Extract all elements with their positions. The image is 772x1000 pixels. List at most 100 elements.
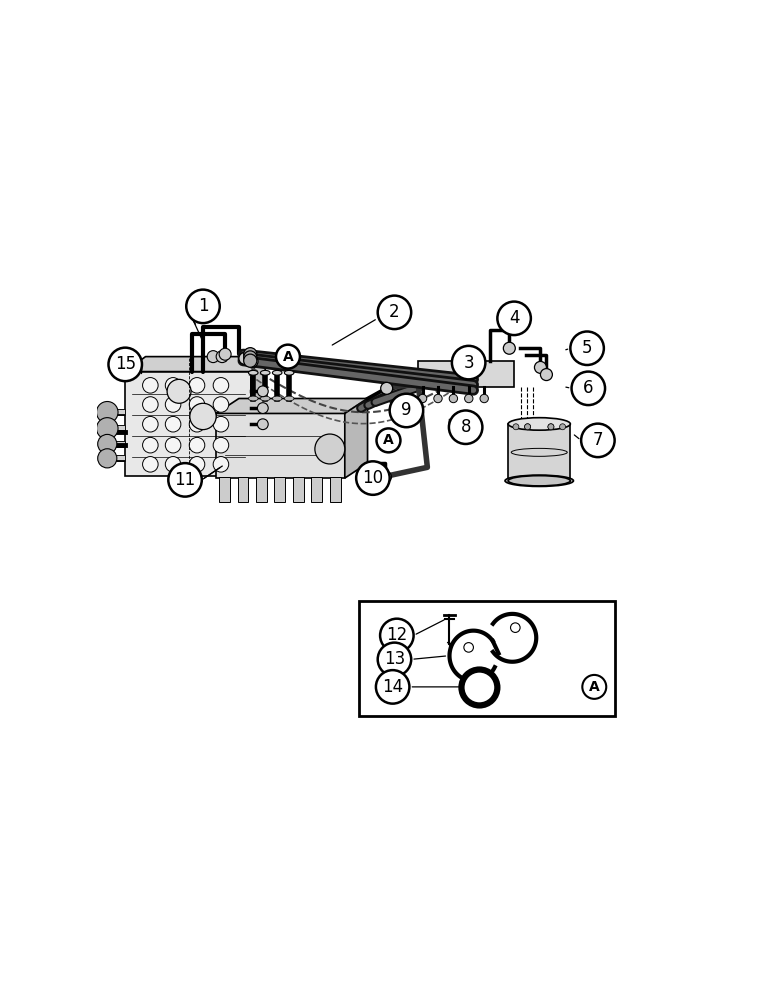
- Circle shape: [207, 351, 219, 363]
- Circle shape: [449, 394, 458, 403]
- Circle shape: [434, 394, 442, 403]
- Circle shape: [246, 355, 258, 367]
- Ellipse shape: [249, 370, 258, 375]
- Circle shape: [165, 416, 181, 432]
- Circle shape: [462, 670, 497, 705]
- Circle shape: [525, 424, 530, 430]
- Circle shape: [165, 457, 181, 472]
- Circle shape: [108, 348, 142, 381]
- Ellipse shape: [505, 475, 574, 486]
- Polygon shape: [216, 399, 367, 413]
- Circle shape: [571, 331, 604, 365]
- Ellipse shape: [273, 370, 282, 375]
- Ellipse shape: [508, 476, 571, 486]
- Circle shape: [464, 643, 473, 652]
- Circle shape: [244, 348, 257, 361]
- Text: 12: 12: [386, 626, 408, 644]
- Circle shape: [96, 418, 118, 439]
- Text: 8: 8: [460, 418, 471, 436]
- Circle shape: [168, 463, 201, 497]
- Bar: [125, 372, 251, 476]
- Circle shape: [534, 361, 547, 373]
- Circle shape: [465, 394, 473, 403]
- Text: A: A: [589, 680, 600, 694]
- Circle shape: [143, 416, 158, 432]
- Circle shape: [239, 352, 251, 364]
- Ellipse shape: [249, 396, 258, 401]
- Circle shape: [525, 424, 530, 430]
- Text: 3: 3: [463, 354, 474, 372]
- Circle shape: [213, 378, 229, 393]
- Circle shape: [257, 419, 268, 430]
- Circle shape: [378, 643, 411, 676]
- Circle shape: [380, 471, 391, 483]
- Text: 14: 14: [382, 678, 403, 696]
- Text: A: A: [283, 350, 293, 364]
- Text: 15: 15: [115, 355, 136, 373]
- Circle shape: [571, 372, 605, 405]
- Bar: [238, 477, 249, 502]
- Circle shape: [244, 354, 257, 367]
- Circle shape: [510, 623, 520, 632]
- Circle shape: [213, 416, 229, 432]
- Circle shape: [143, 397, 158, 412]
- Circle shape: [98, 434, 117, 454]
- Bar: [256, 477, 267, 502]
- Circle shape: [189, 378, 205, 393]
- Circle shape: [548, 424, 554, 430]
- Circle shape: [213, 397, 229, 412]
- Circle shape: [143, 437, 158, 453]
- Bar: [275, 477, 286, 502]
- Circle shape: [143, 457, 158, 472]
- Ellipse shape: [260, 370, 270, 375]
- Circle shape: [449, 410, 482, 444]
- Circle shape: [381, 382, 393, 394]
- Circle shape: [257, 403, 268, 413]
- Circle shape: [380, 619, 414, 652]
- Bar: [358, 601, 615, 716]
- Circle shape: [167, 379, 191, 403]
- Circle shape: [582, 675, 606, 699]
- Text: 11: 11: [174, 471, 195, 489]
- Ellipse shape: [284, 370, 294, 375]
- Circle shape: [418, 394, 427, 403]
- Polygon shape: [125, 357, 266, 372]
- Circle shape: [213, 457, 229, 472]
- Bar: [293, 477, 303, 502]
- Circle shape: [503, 342, 516, 354]
- Circle shape: [189, 457, 205, 472]
- Circle shape: [548, 424, 554, 430]
- Text: 6: 6: [583, 379, 594, 397]
- Bar: [330, 477, 340, 502]
- Bar: [418, 361, 514, 387]
- Circle shape: [190, 403, 216, 430]
- Circle shape: [513, 424, 519, 430]
- Circle shape: [480, 394, 489, 403]
- Text: 2: 2: [389, 303, 400, 321]
- Bar: [508, 424, 571, 481]
- Circle shape: [560, 424, 566, 430]
- Circle shape: [213, 437, 229, 453]
- Circle shape: [165, 378, 181, 393]
- Bar: [216, 413, 345, 478]
- Bar: [311, 477, 322, 502]
- Circle shape: [315, 434, 345, 464]
- Circle shape: [219, 348, 231, 360]
- Circle shape: [377, 428, 401, 452]
- Text: 9: 9: [401, 401, 411, 419]
- Ellipse shape: [284, 396, 294, 401]
- Circle shape: [581, 424, 615, 457]
- Circle shape: [276, 345, 300, 369]
- Circle shape: [165, 437, 181, 453]
- Text: A: A: [383, 433, 394, 447]
- Polygon shape: [251, 357, 266, 476]
- Circle shape: [143, 378, 158, 393]
- Circle shape: [540, 369, 553, 381]
- Circle shape: [452, 346, 486, 379]
- Bar: [219, 477, 230, 502]
- Circle shape: [390, 394, 423, 427]
- Ellipse shape: [273, 396, 282, 401]
- Text: 10: 10: [362, 469, 384, 487]
- Circle shape: [356, 461, 390, 495]
- Polygon shape: [345, 399, 367, 478]
